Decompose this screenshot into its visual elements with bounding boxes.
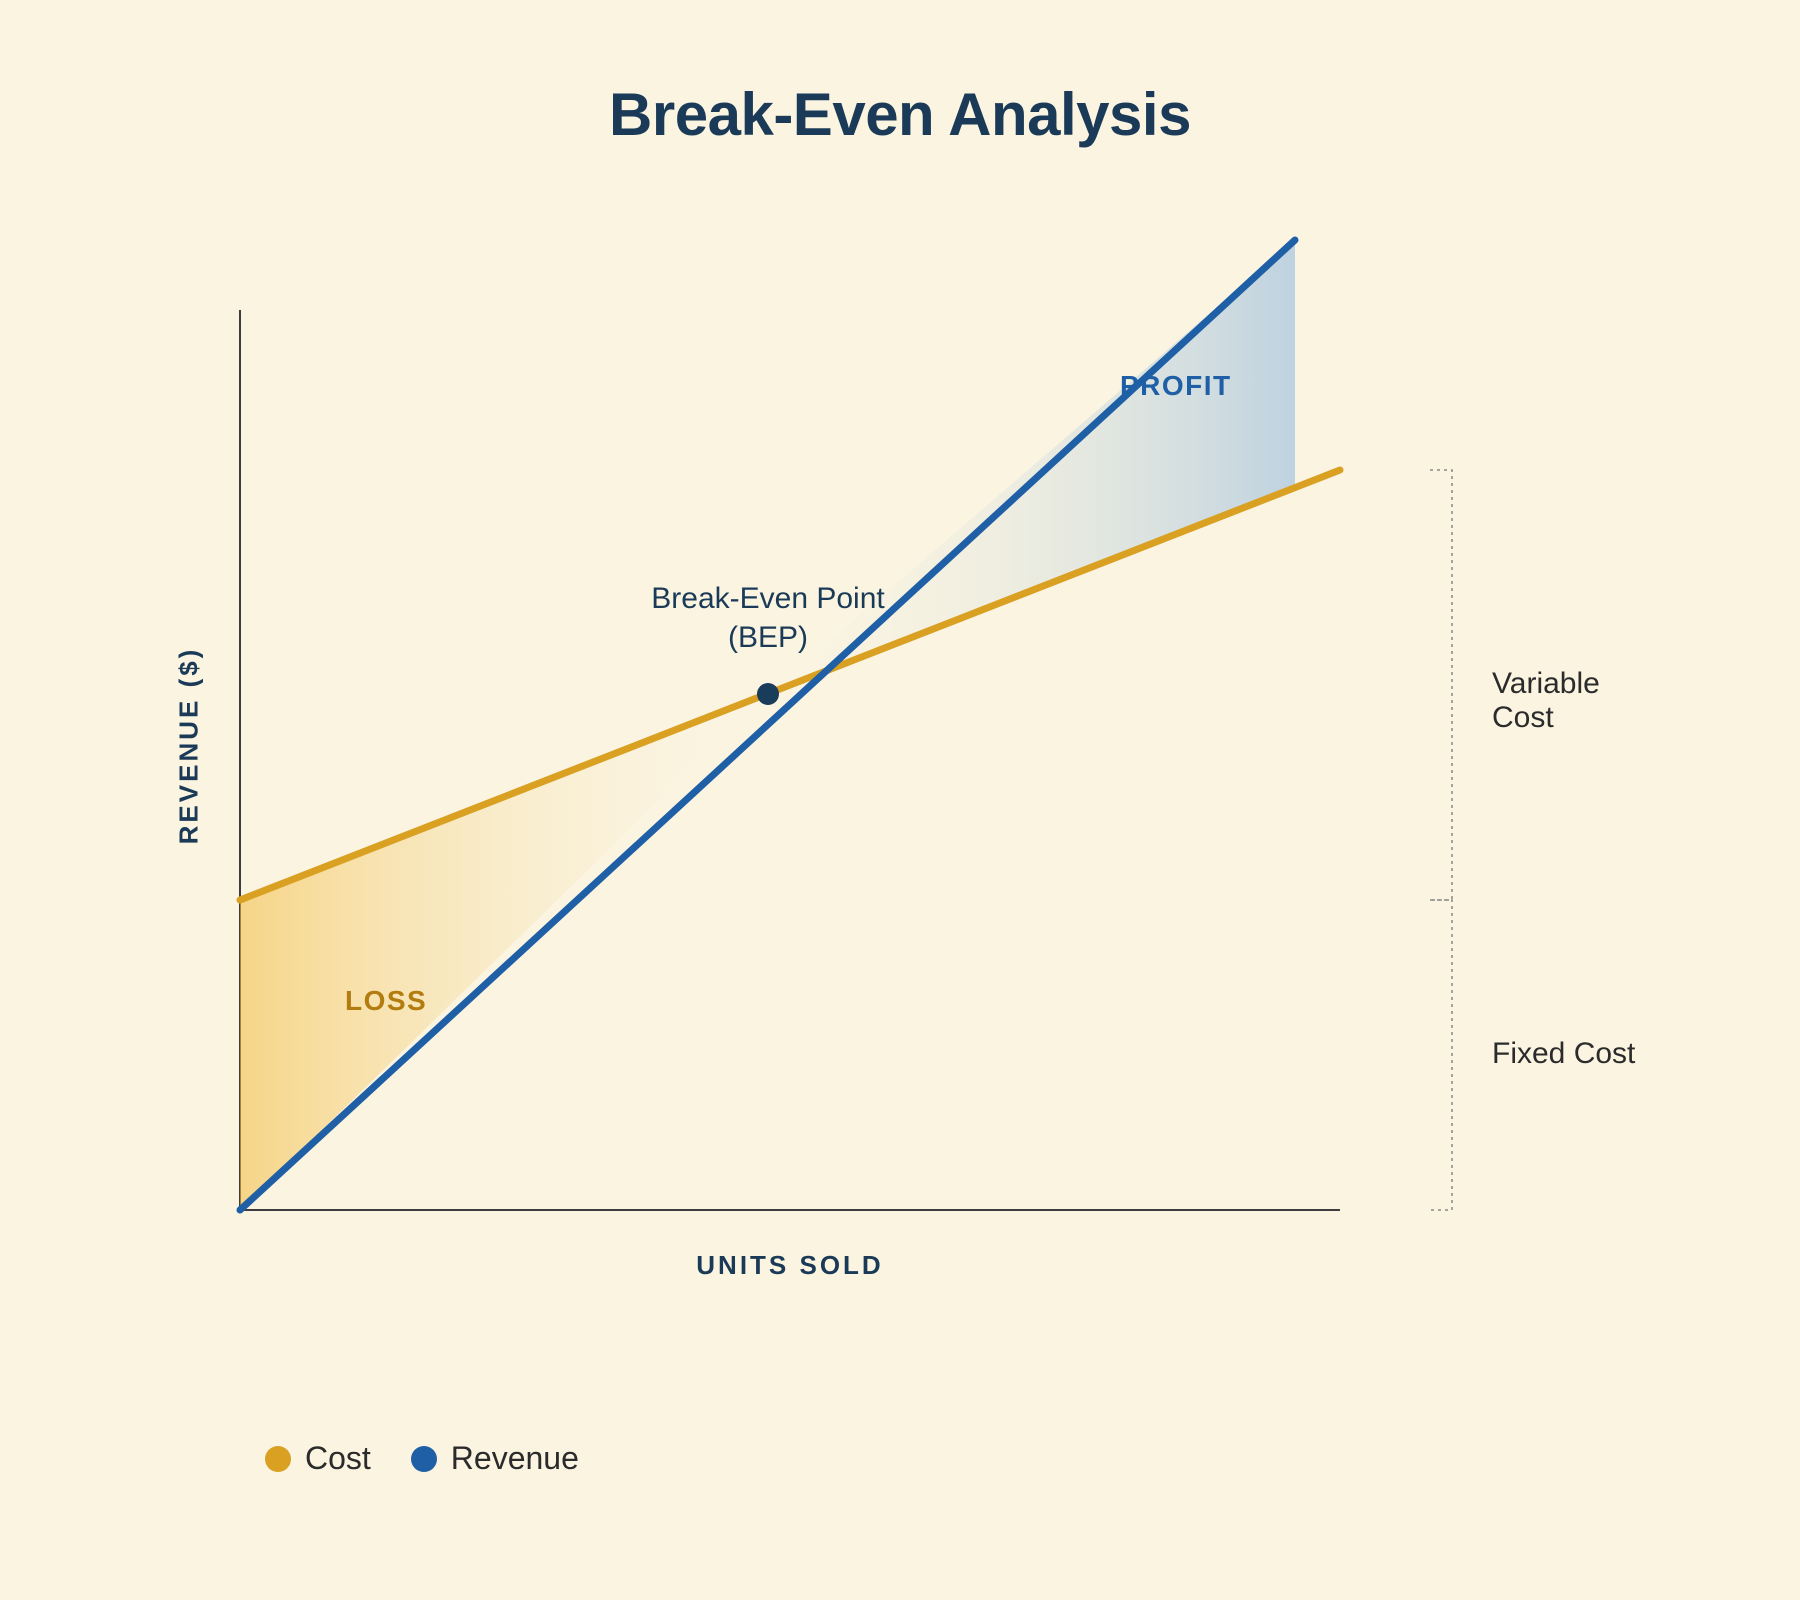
chart-title: Break-Even Analysis <box>0 80 1800 149</box>
fixed-cost-label: Fixed Cost <box>1492 1037 1635 1071</box>
plot-svg <box>150 260 1650 1360</box>
legend-text-cost: Cost <box>305 1440 371 1477</box>
legend-item-revenue: Revenue <box>411 1440 579 1477</box>
bep-label: Break-Even Point (BEP) <box>638 579 898 657</box>
chart-container: Break-Even Analysis REVENUE ($) UNITS SO… <box>0 0 1800 1600</box>
x-axis-label: UNITS SOLD <box>240 1250 1340 1281</box>
bep-label-line1: Break-Even Point <box>651 582 884 615</box>
y-axis-label: REVENUE ($) <box>173 647 204 845</box>
loss-region-label: LOSS <box>345 985 427 1017</box>
variable-cost-label: Variable Cost <box>1492 667 1650 735</box>
bep-label-line2: (BEP) <box>728 621 808 654</box>
profit-region-label: PROFIT <box>1120 370 1232 402</box>
legend-dot-cost <box>265 1446 291 1472</box>
legend-text-revenue: Revenue <box>451 1440 579 1477</box>
legend-dot-revenue <box>411 1446 437 1472</box>
legend-item-cost: Cost <box>265 1440 371 1477</box>
legend: Cost Revenue <box>265 1440 579 1477</box>
chart-area: REVENUE ($) UNITS SOLD LOSS PROFIT Break… <box>150 260 1650 1360</box>
